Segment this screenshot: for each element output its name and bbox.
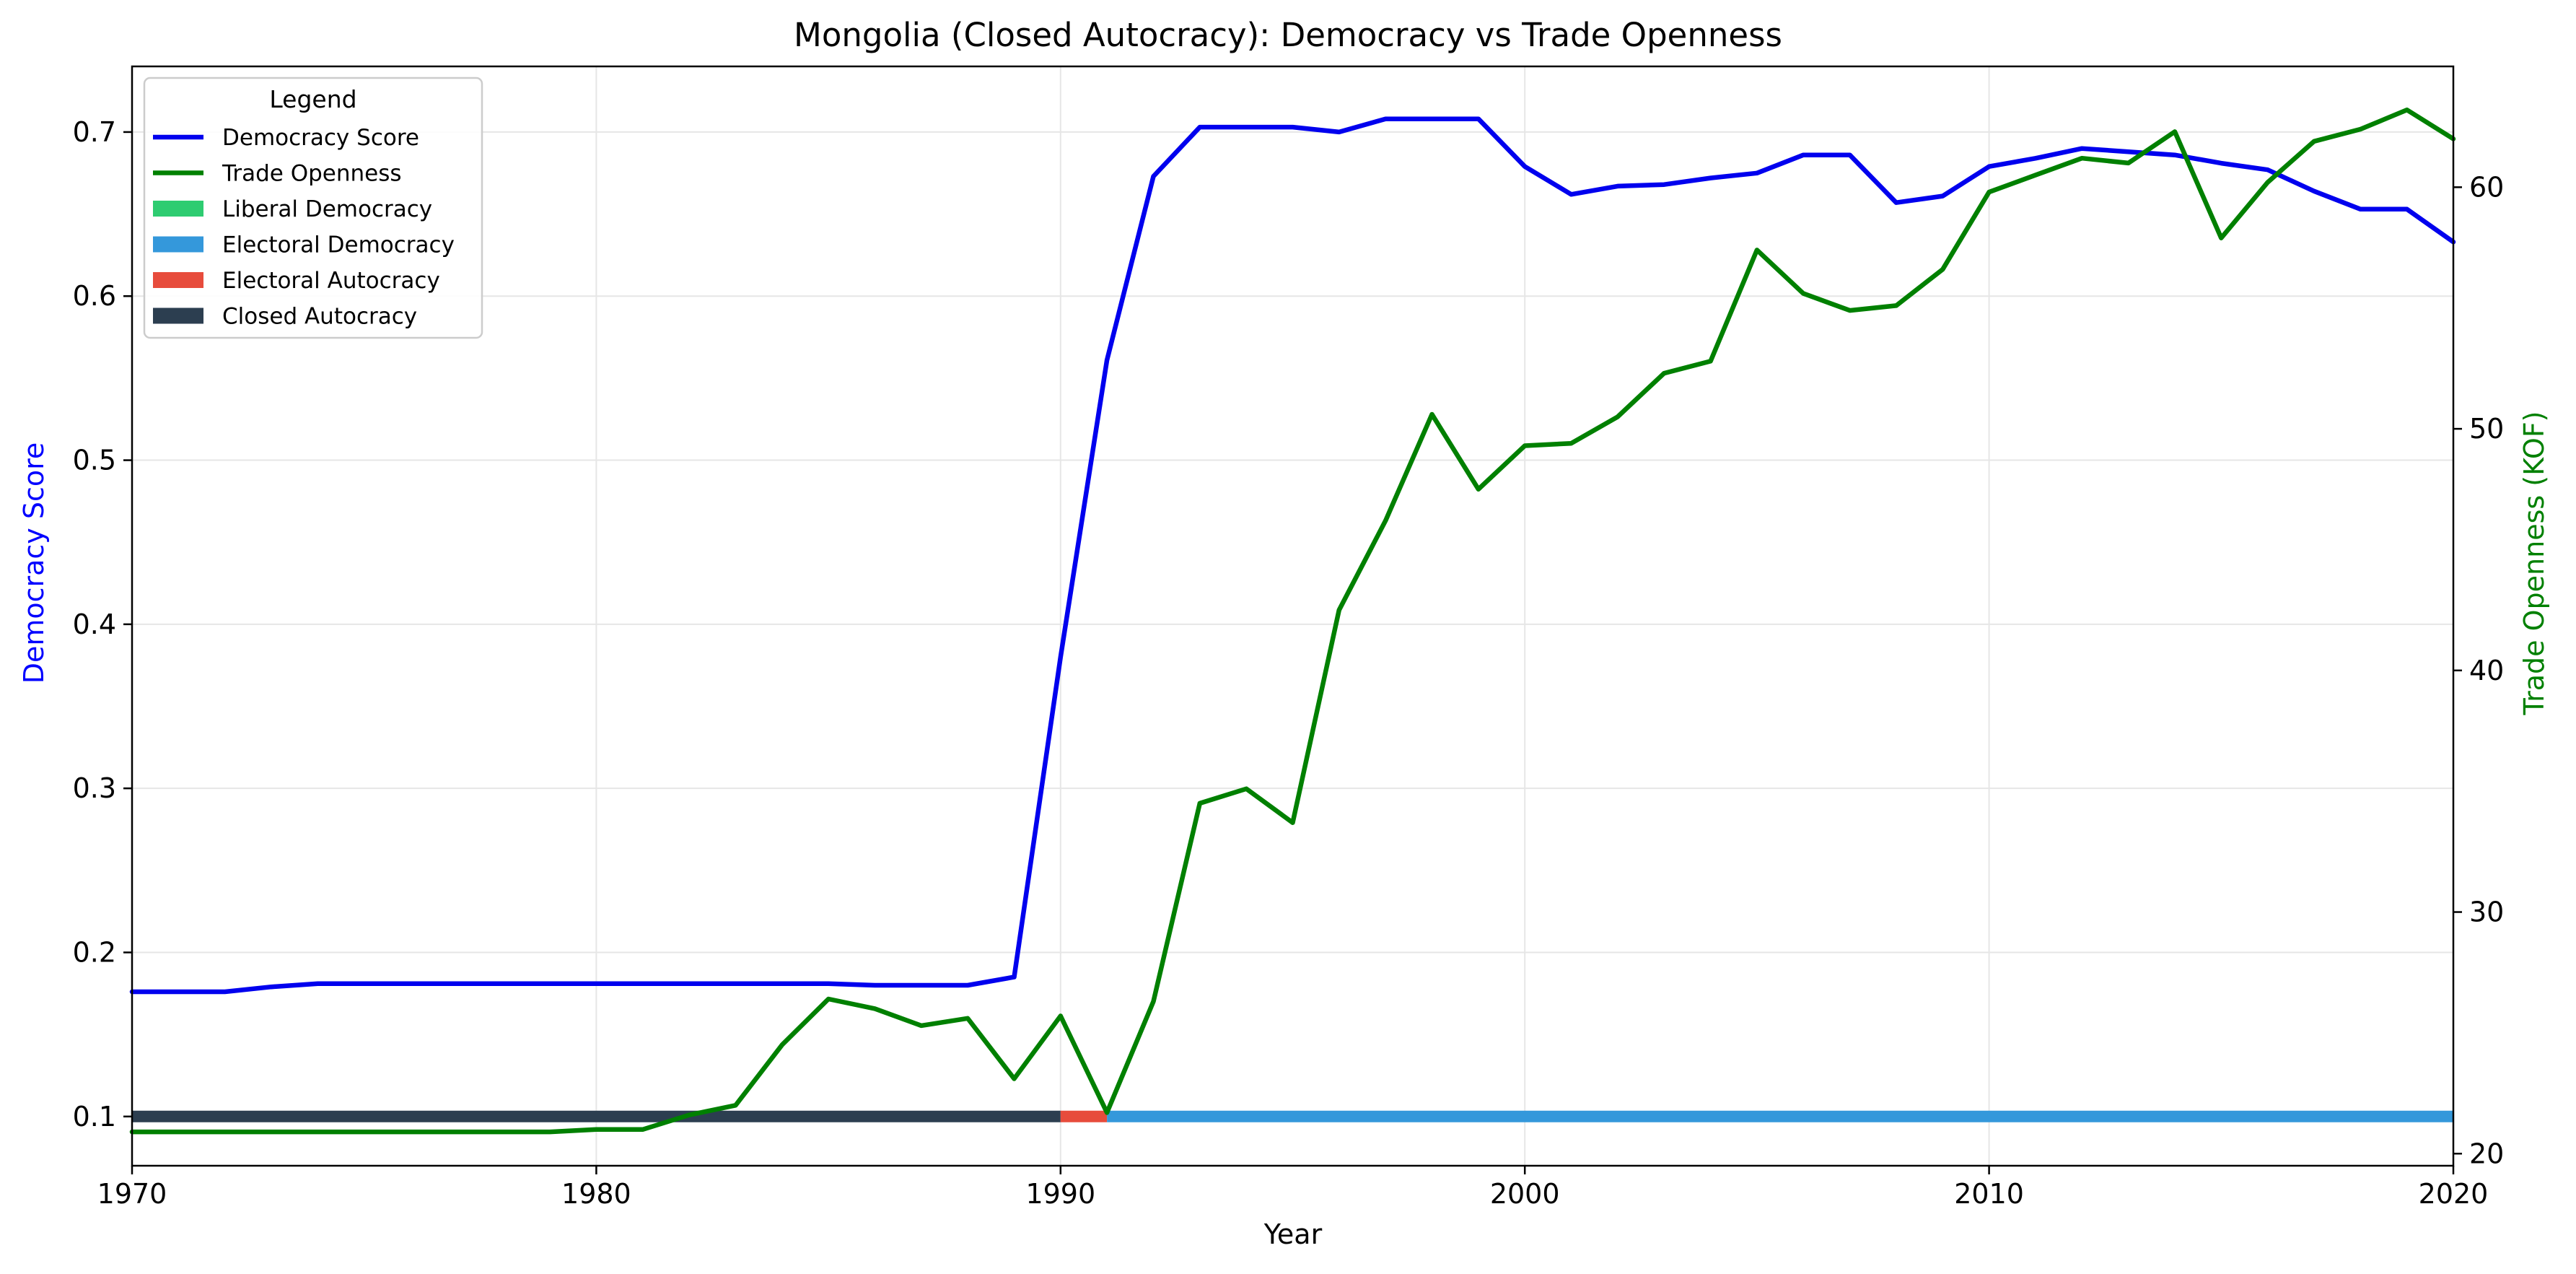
x-tick-label: 2010 — [1954, 1178, 2024, 1210]
legend-patch-swatch — [153, 272, 203, 288]
y-axis-left: 0.1 0.2 0.3 0.4 0.5 0.6 0.7 — [73, 116, 132, 1133]
x-tick-label: 2000 — [1490, 1178, 1560, 1210]
y-right-tick-label: 60 — [2469, 171, 2504, 203]
plot-frame — [131, 65, 2455, 1167]
democracy-score-line — [129, 116, 2456, 995]
trade-openness-line — [129, 108, 2456, 1135]
y-left-tick-label: 0.5 — [73, 445, 116, 476]
legend-entry-label: Electoral Democracy — [222, 232, 455, 258]
legend-patch-swatch — [153, 201, 203, 217]
legend-entry-label: Closed Autocracy — [222, 304, 417, 330]
legend-entry-label: Liberal Democracy — [222, 196, 432, 222]
y-right-tick-label: 20 — [2469, 1138, 2504, 1169]
y-left-tick-label: 0.4 — [73, 608, 116, 640]
y-left-tick-label: 0.1 — [73, 1101, 116, 1133]
y-axis-label-right: Trade Openness (KOF) — [2518, 411, 2550, 715]
legend: Legend Democracy Score Trade Openness Libe… — [143, 77, 483, 339]
x-tick-label: 1980 — [561, 1178, 631, 1210]
y-left-tick-label: 0.3 — [73, 772, 116, 804]
series-layer — [129, 108, 2456, 1135]
x-axis: 1970 1980 1990 2000 2010 2020 — [97, 1166, 2489, 1210]
y-left-tick-label: 0.7 — [73, 116, 116, 148]
legend-title: Legend — [269, 85, 356, 113]
legend-box — [143, 77, 483, 339]
legend-entry-label: Democracy Score — [222, 125, 419, 151]
legend-entry-label: Electoral Autocracy — [222, 268, 440, 294]
x-tick-label: 1990 — [1025, 1178, 1095, 1210]
y-axis-label-left: Democracy Score — [18, 442, 50, 684]
y-left-tick-label: 0.2 — [73, 936, 116, 968]
legend-patch-swatch — [153, 307, 203, 324]
x-tick-label: 2020 — [2419, 1178, 2489, 1210]
chart-title: Mongolia (Closed Autocracy): Democracy v… — [794, 16, 1782, 54]
legend-patch-swatch — [153, 236, 203, 253]
legend-entry-label: Trade Openness — [222, 161, 402, 187]
y-axis-right: 20 30 40 50 60 — [2453, 171, 2504, 1169]
legend-entries: Democracy Score Trade Openness Liberal Dem… — [153, 125, 455, 330]
x-tick-label: 1970 — [97, 1178, 167, 1210]
y-right-tick-label: 40 — [2469, 655, 2504, 686]
y-right-tick-label: 30 — [2469, 896, 2504, 928]
y-right-tick-label: 50 — [2469, 413, 2504, 445]
x-axis-label: Year — [1263, 1218, 1323, 1250]
y-left-tick-label: 0.6 — [73, 280, 116, 312]
